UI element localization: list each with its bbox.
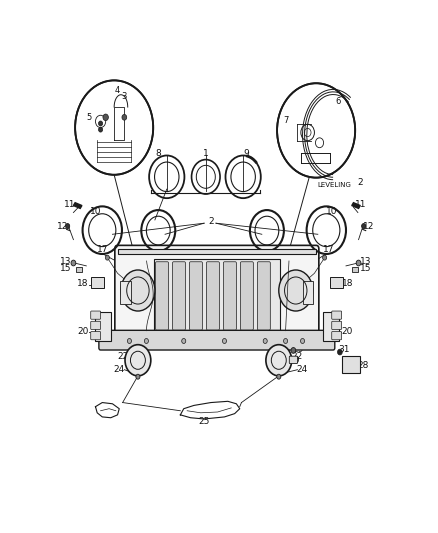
Text: 13: 13	[360, 257, 371, 266]
FancyBboxPatch shape	[155, 262, 169, 330]
Circle shape	[75, 80, 153, 175]
Circle shape	[125, 345, 151, 376]
Circle shape	[66, 224, 70, 229]
Circle shape	[182, 338, 186, 343]
Circle shape	[145, 338, 148, 343]
Circle shape	[71, 260, 76, 266]
Text: 10: 10	[325, 207, 337, 216]
Circle shape	[127, 338, 131, 343]
Text: 30: 30	[288, 356, 300, 365]
Bar	[117, 248, 316, 254]
Circle shape	[283, 338, 288, 343]
Text: 18: 18	[342, 279, 353, 288]
FancyBboxPatch shape	[190, 262, 202, 330]
Text: 13: 13	[60, 257, 71, 266]
Text: 12: 12	[363, 222, 374, 231]
Text: 24: 24	[296, 365, 307, 374]
FancyBboxPatch shape	[115, 245, 319, 340]
Text: 5: 5	[86, 113, 91, 122]
FancyBboxPatch shape	[91, 311, 101, 319]
Circle shape	[266, 345, 292, 376]
Circle shape	[263, 338, 267, 343]
Text: 15: 15	[360, 264, 371, 273]
Circle shape	[122, 115, 127, 120]
Circle shape	[362, 224, 366, 229]
Text: 10: 10	[90, 207, 101, 216]
Text: 20: 20	[77, 327, 88, 336]
Text: 24: 24	[113, 365, 124, 374]
Text: 17: 17	[96, 245, 108, 254]
Text: 15: 15	[60, 264, 71, 273]
Circle shape	[322, 255, 327, 260]
Text: 28: 28	[357, 361, 369, 370]
FancyBboxPatch shape	[290, 356, 297, 364]
Text: 11: 11	[64, 200, 76, 209]
Text: LEVELING: LEVELING	[318, 182, 352, 188]
FancyBboxPatch shape	[91, 332, 101, 340]
Text: 22: 22	[292, 352, 303, 361]
Polygon shape	[74, 203, 82, 208]
Bar	[342, 356, 360, 373]
Text: 6: 6	[336, 97, 341, 106]
FancyBboxPatch shape	[91, 321, 101, 329]
Circle shape	[99, 127, 102, 132]
Circle shape	[103, 114, 108, 120]
Bar	[303, 281, 314, 304]
Bar	[92, 277, 104, 288]
Circle shape	[338, 349, 342, 355]
Circle shape	[277, 83, 355, 177]
Circle shape	[121, 270, 155, 311]
Text: 25: 25	[198, 417, 210, 426]
FancyBboxPatch shape	[332, 332, 342, 340]
Bar	[352, 266, 358, 272]
Text: 22: 22	[117, 352, 128, 361]
Text: 20: 20	[342, 327, 353, 336]
Text: 1: 1	[203, 149, 208, 158]
Bar	[323, 312, 339, 341]
Text: 2: 2	[357, 177, 363, 187]
Text: 8: 8	[155, 149, 161, 158]
FancyBboxPatch shape	[332, 311, 342, 319]
Text: 31: 31	[338, 345, 350, 354]
Circle shape	[300, 338, 304, 343]
Text: 2: 2	[208, 217, 214, 227]
Text: 18: 18	[77, 279, 88, 288]
Circle shape	[291, 348, 296, 353]
Circle shape	[356, 260, 361, 266]
Bar	[120, 281, 131, 304]
Circle shape	[99, 121, 102, 126]
Text: 3: 3	[122, 92, 127, 101]
Text: 17: 17	[323, 245, 335, 254]
Circle shape	[136, 374, 140, 379]
Bar	[154, 260, 280, 333]
Text: 12: 12	[57, 222, 68, 231]
Bar	[95, 312, 111, 341]
FancyBboxPatch shape	[206, 262, 219, 330]
FancyBboxPatch shape	[223, 262, 237, 330]
Text: 9: 9	[244, 149, 249, 158]
Bar	[330, 277, 343, 288]
Polygon shape	[352, 203, 360, 208]
Text: 7: 7	[283, 116, 288, 125]
Circle shape	[223, 338, 226, 343]
Text: 29: 29	[293, 345, 304, 354]
Text: 4: 4	[115, 86, 120, 95]
FancyBboxPatch shape	[173, 262, 185, 330]
FancyBboxPatch shape	[258, 262, 270, 330]
FancyBboxPatch shape	[240, 262, 253, 330]
Circle shape	[279, 270, 313, 311]
Text: 11: 11	[354, 200, 366, 209]
Circle shape	[277, 374, 281, 379]
Bar	[76, 266, 82, 272]
FancyBboxPatch shape	[99, 330, 335, 350]
Circle shape	[105, 255, 110, 260]
FancyBboxPatch shape	[332, 321, 342, 329]
